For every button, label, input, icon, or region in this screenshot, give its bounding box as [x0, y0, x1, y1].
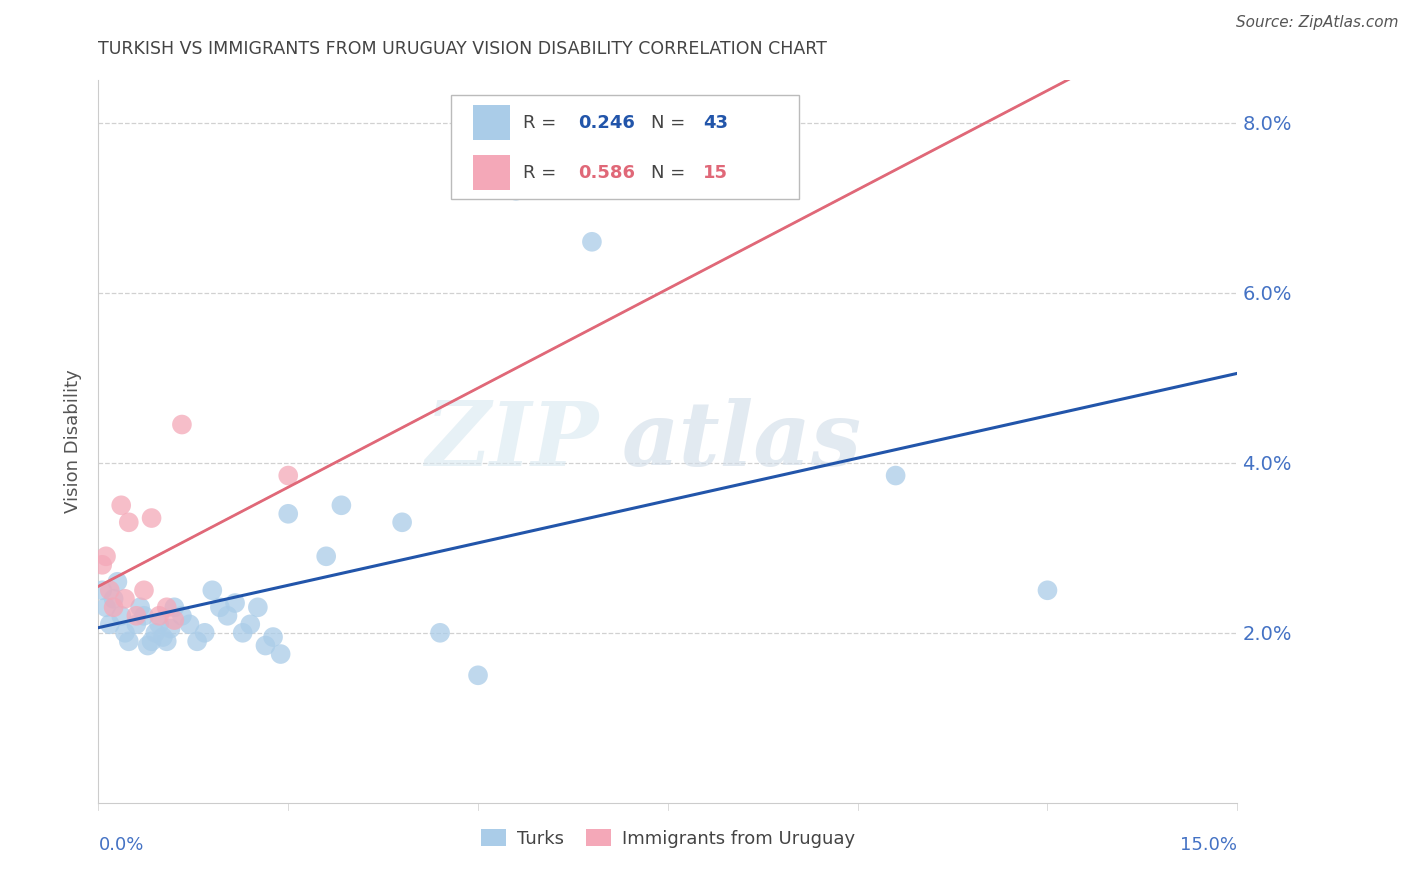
Text: R =: R =: [523, 113, 557, 131]
Point: [156, 634, 179, 648]
Point: [107, 574, 129, 589]
Point: [170, 608, 193, 623]
Point: [391, 516, 413, 530]
Point: [277, 507, 299, 521]
Point: [159, 622, 181, 636]
FancyBboxPatch shape: [472, 155, 509, 190]
Point: [118, 634, 141, 648]
Point: [145, 625, 167, 640]
Point: [129, 600, 152, 615]
Text: 15: 15: [703, 164, 728, 182]
Text: Source: ZipAtlas.com: Source: ZipAtlas.com: [1236, 15, 1399, 30]
Point: [201, 583, 224, 598]
Point: [884, 468, 907, 483]
Text: 0.246: 0.246: [578, 113, 634, 131]
Point: [239, 617, 262, 632]
Text: TURKISH VS IMMIGRANTS FROM URUGUAY VISION DISABILITY CORRELATION CHART: TURKISH VS IMMIGRANTS FROM URUGUAY VISIO…: [98, 40, 827, 58]
Point: [114, 625, 136, 640]
FancyBboxPatch shape: [451, 95, 799, 200]
Point: [110, 498, 132, 512]
Point: [581, 235, 603, 249]
Point: [98, 583, 121, 598]
Text: ZIP: ZIP: [426, 399, 599, 484]
Text: 0.0%: 0.0%: [98, 836, 143, 854]
Point: [170, 417, 193, 432]
FancyBboxPatch shape: [472, 105, 509, 140]
Point: [217, 608, 239, 623]
Point: [94, 600, 117, 615]
Point: [270, 647, 292, 661]
Point: [262, 630, 284, 644]
Point: [246, 600, 269, 615]
Legend: Turks, Immigrants from Uruguay: Turks, Immigrants from Uruguay: [474, 822, 862, 855]
Point: [330, 498, 353, 512]
Point: [98, 617, 121, 632]
Point: [91, 558, 114, 572]
Text: R =: R =: [523, 164, 557, 182]
Point: [141, 511, 163, 525]
Point: [114, 591, 136, 606]
Point: [152, 630, 174, 644]
Point: [103, 600, 125, 615]
Point: [1036, 583, 1059, 598]
Point: [103, 591, 125, 606]
Point: [467, 668, 489, 682]
Point: [148, 617, 170, 632]
Point: [429, 625, 451, 640]
Text: 15.0%: 15.0%: [1180, 836, 1237, 854]
Point: [110, 608, 132, 623]
Point: [132, 583, 155, 598]
Text: N =: N =: [651, 164, 685, 182]
Point: [224, 596, 246, 610]
Point: [125, 617, 148, 632]
Point: [232, 625, 254, 640]
Text: atlas: atlas: [623, 399, 862, 484]
Point: [163, 600, 186, 615]
Point: [186, 634, 208, 648]
Point: [141, 634, 163, 648]
Point: [194, 625, 217, 640]
Point: [118, 516, 141, 530]
Point: [505, 184, 527, 198]
Point: [277, 468, 299, 483]
Point: [254, 639, 277, 653]
Point: [91, 583, 114, 598]
Point: [163, 613, 186, 627]
Point: [125, 608, 148, 623]
Point: [208, 600, 231, 615]
Point: [179, 617, 201, 632]
Point: [94, 549, 117, 564]
Point: [148, 608, 170, 623]
Text: 43: 43: [703, 113, 728, 131]
Text: 0.586: 0.586: [578, 164, 636, 182]
Text: N =: N =: [651, 113, 685, 131]
Point: [132, 608, 155, 623]
Point: [136, 639, 159, 653]
Y-axis label: Vision Disability: Vision Disability: [65, 369, 83, 514]
Point: [315, 549, 337, 564]
Point: [156, 600, 179, 615]
